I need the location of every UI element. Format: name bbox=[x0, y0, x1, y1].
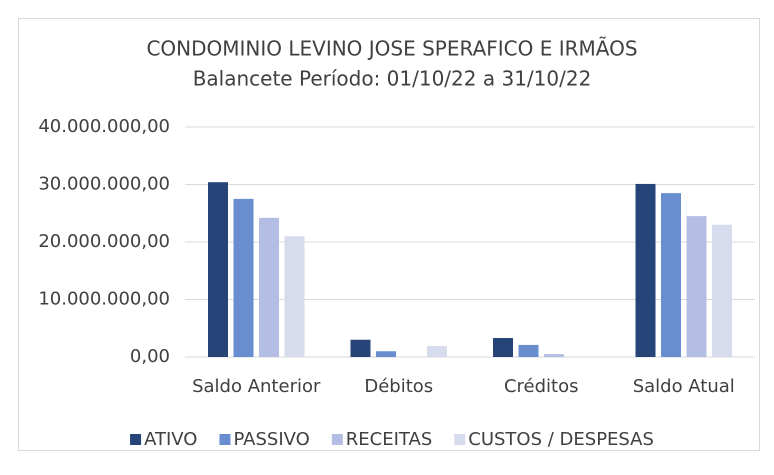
y-tick-label: 20.000.000,00 bbox=[38, 231, 170, 252]
bar bbox=[635, 183, 656, 357]
bar bbox=[427, 346, 447, 357]
bar bbox=[493, 338, 513, 357]
x-tick-label: Créditos bbox=[504, 376, 579, 397]
chart-subtitle: Balancete Período: 01/10/22 a 31/10/22 bbox=[193, 67, 592, 91]
y-tick-label: 0,00 bbox=[130, 346, 170, 367]
bar bbox=[518, 344, 539, 357]
bar bbox=[712, 224, 732, 357]
legend-swatch bbox=[454, 434, 466, 445]
bar bbox=[233, 198, 254, 357]
legend-label: CUSTOS / DESPESAS bbox=[468, 429, 654, 450]
bar bbox=[350, 339, 371, 357]
x-tick-label: Saldo Atual bbox=[633, 376, 735, 397]
bar bbox=[284, 236, 305, 357]
bar bbox=[686, 216, 707, 357]
bar bbox=[661, 193, 681, 357]
y-tick-label: 10.000.000,00 bbox=[38, 289, 170, 310]
y-tick-label: 30.000.000,00 bbox=[38, 174, 170, 195]
y-tick-label: 40.000.000,00 bbox=[38, 116, 170, 137]
legend-label: PASSIVO bbox=[233, 429, 309, 450]
legend-label: ATIVO bbox=[144, 429, 197, 450]
bar bbox=[208, 182, 228, 357]
legend-swatch bbox=[331, 434, 343, 445]
legend-label: RECEITAS bbox=[346, 429, 432, 450]
x-tick-label: Débitos bbox=[364, 376, 433, 397]
x-tick-label: Saldo Anterior bbox=[192, 376, 321, 397]
legend-swatch bbox=[130, 434, 142, 445]
bar bbox=[376, 351, 396, 357]
bar bbox=[544, 354, 564, 357]
chart-title: CONDOMINIO LEVINO JOSE SPERAFICO E IRMÃO… bbox=[146, 37, 637, 61]
bar bbox=[259, 217, 279, 357]
legend-swatch bbox=[219, 434, 231, 445]
